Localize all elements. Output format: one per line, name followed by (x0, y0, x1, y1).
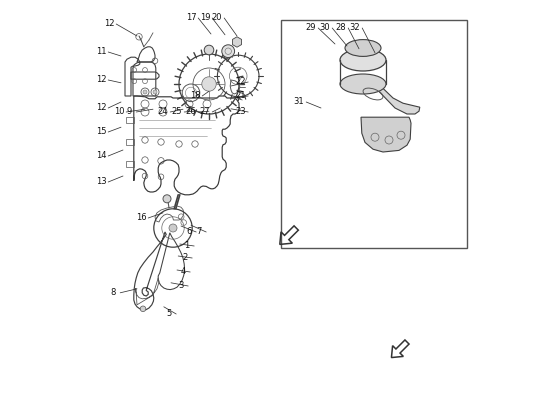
Text: 19: 19 (200, 14, 210, 22)
Text: 28: 28 (336, 24, 346, 32)
Bar (126, 117, 134, 123)
Text: 8: 8 (111, 288, 116, 297)
Ellipse shape (340, 74, 386, 94)
Text: 17: 17 (186, 14, 196, 22)
Text: 25: 25 (172, 108, 182, 116)
Text: 30: 30 (320, 24, 331, 32)
Ellipse shape (345, 40, 381, 56)
Text: 9: 9 (126, 108, 131, 116)
Text: 26: 26 (186, 108, 196, 116)
Text: 22: 22 (236, 78, 246, 86)
Text: 15: 15 (96, 128, 106, 136)
Text: 12: 12 (96, 104, 106, 112)
Bar (281, 20, 467, 248)
Text: 14: 14 (96, 152, 106, 160)
Circle shape (143, 90, 147, 94)
Text: 18: 18 (190, 92, 200, 100)
Bar (126, 161, 134, 167)
Ellipse shape (340, 49, 386, 71)
Text: 10: 10 (114, 108, 124, 116)
Text: 16: 16 (136, 214, 146, 222)
Text: 32: 32 (350, 24, 360, 32)
Polygon shape (233, 37, 241, 47)
Text: 11: 11 (96, 48, 106, 56)
Circle shape (202, 77, 216, 91)
Circle shape (204, 45, 214, 55)
Text: 4: 4 (180, 268, 186, 276)
Circle shape (153, 90, 157, 94)
Text: 1: 1 (184, 242, 190, 250)
Circle shape (169, 224, 177, 232)
Bar (126, 139, 134, 145)
Text: 20: 20 (212, 14, 222, 22)
Text: 2: 2 (183, 254, 188, 262)
Circle shape (140, 306, 146, 312)
Text: 23: 23 (236, 108, 246, 116)
Text: 24: 24 (158, 108, 168, 116)
Polygon shape (370, 76, 420, 114)
Text: 29: 29 (306, 24, 316, 32)
Text: 12: 12 (96, 76, 106, 84)
Text: 7: 7 (196, 228, 202, 236)
Circle shape (222, 45, 235, 58)
Polygon shape (361, 117, 411, 152)
Text: 6: 6 (186, 228, 192, 236)
Text: 12: 12 (104, 20, 114, 28)
Text: 5: 5 (166, 310, 172, 318)
Circle shape (163, 195, 171, 203)
Text: 31: 31 (294, 98, 304, 106)
Text: 21: 21 (236, 92, 246, 100)
Text: 13: 13 (96, 178, 106, 186)
Text: 27: 27 (200, 108, 210, 116)
Text: 3: 3 (178, 282, 184, 290)
